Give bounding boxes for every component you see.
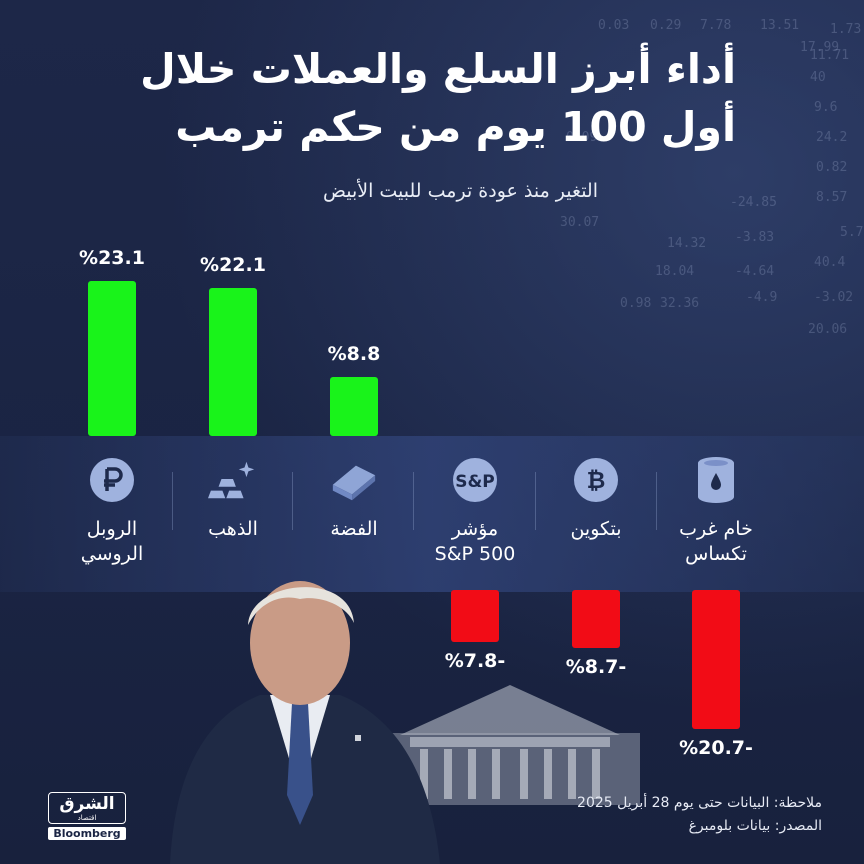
- category-label: خام غرب تكساس: [656, 517, 776, 567]
- bar: [209, 287, 257, 436]
- ticker-number: 40.4: [814, 255, 846, 270]
- ticker-number: 24.2: [816, 130, 848, 145]
- data-label: %22.1: [200, 253, 266, 276]
- ticker-number: 5.79: [840, 225, 864, 240]
- category-label-line: بتكوين: [570, 518, 622, 540]
- sp500-icon: S&P: [450, 455, 500, 505]
- bar: [692, 590, 740, 729]
- category-separator: [535, 472, 536, 530]
- ticker-number: 14.32: [667, 236, 707, 251]
- category-label: بتكوين: [536, 517, 656, 542]
- ticker-number: 7.78: [700, 18, 732, 33]
- ticker-number: -3.02: [814, 290, 854, 305]
- category-label: الذهب: [173, 517, 293, 542]
- title-line-2: أول 100 يوم من حكم ترمب: [175, 103, 736, 151]
- ticker-number: 1.73: [830, 22, 862, 37]
- bar: [451, 590, 499, 643]
- category-label-line: خام غرب: [679, 518, 753, 540]
- logo-text: الشرق: [59, 794, 115, 814]
- category-label-line: الفضة: [330, 518, 378, 540]
- ticker-number: 8.57: [816, 190, 848, 205]
- ticker-number: 0.03: [598, 18, 630, 33]
- ticker-number: 18.04: [655, 264, 695, 279]
- logo-brand: Bloomberg: [48, 827, 126, 840]
- bitcoin-icon: ₿: [571, 455, 621, 505]
- silver-bar-icon: [329, 455, 379, 505]
- white-house-image: [380, 685, 640, 805]
- data-label: %23.1: [79, 247, 145, 270]
- ticker-number: 40: [810, 70, 826, 85]
- chart-subtitle: التغير منذ عودة ترمب للبيت الأبيض: [322, 180, 598, 202]
- ticker-number: 20.06: [808, 322, 848, 337]
- category-label: الروبل الروسي: [52, 517, 172, 567]
- title-line-1: أداء أبرز السلع والعملات خلال: [140, 45, 736, 93]
- category-label-line: مؤشر: [451, 518, 499, 540]
- svg-text:S&P: S&P: [455, 472, 495, 492]
- ticker-number: -4.64: [735, 264, 775, 279]
- svg-text:₿: ₿: [587, 468, 606, 494]
- logo-mark: الشرق اقتصاد: [48, 792, 126, 824]
- ticker-number: -3.83: [735, 230, 775, 245]
- category-label-line: S&P 500: [434, 543, 516, 565]
- ticker-number: 30.07: [560, 215, 600, 230]
- category-label-line: تكساس: [685, 543, 747, 565]
- page-title: أداء أبرز السلع والعملات خلال أول 100 يو…: [36, 40, 736, 156]
- ticker-number: 17.99: [800, 40, 840, 55]
- oil-barrel-icon: [691, 455, 741, 505]
- bar: [330, 377, 378, 436]
- ticker-number: 0.09: [566, 130, 598, 145]
- logo-subtext: اقتصاد: [77, 814, 97, 822]
- category-label-line: الروبل: [86, 518, 138, 540]
- ticker-number: 0.98: [620, 296, 652, 311]
- asharq-bloomberg-logo: الشرق اقتصاد Bloomberg: [48, 792, 126, 844]
- ticker-number: 0.29: [650, 18, 682, 33]
- category-separator: [656, 472, 657, 530]
- category-separator: [172, 472, 173, 530]
- data-label: %8.7-: [565, 656, 627, 679]
- trump-photo: [170, 581, 440, 864]
- category-separator: [292, 472, 293, 530]
- category-label-line: الذهب: [208, 518, 258, 540]
- gold-bars-icon: [208, 455, 258, 505]
- ticker-number: 11.71: [810, 48, 850, 63]
- ticker-number: -4.9: [746, 290, 778, 305]
- ticker-number: 9.6: [814, 100, 838, 115]
- category-separator: [413, 472, 414, 530]
- data-label: %7.8-: [444, 650, 506, 673]
- data-label: %8.8: [327, 343, 381, 366]
- bar: [88, 281, 136, 436]
- footer-source: المصدر: بيانات بلومبرغ: [688, 818, 822, 834]
- ticker-number: 32.36: [660, 296, 700, 311]
- ticker-number: 0.82: [816, 160, 848, 175]
- ruble-icon: [87, 455, 137, 505]
- ticker-number: -24.85: [730, 195, 777, 210]
- footer-note: ملاحظة: البيانات حتى يوم 28 أبريل 2025: [577, 795, 822, 811]
- data-label: %20.7-: [679, 736, 753, 759]
- category-label: مؤشر S&P 500: [415, 517, 535, 567]
- category-label: الفضة: [294, 517, 414, 542]
- category-label-line: الروسي: [80, 543, 144, 565]
- ticker-number: 13.51: [760, 18, 800, 33]
- bar: [572, 590, 620, 649]
